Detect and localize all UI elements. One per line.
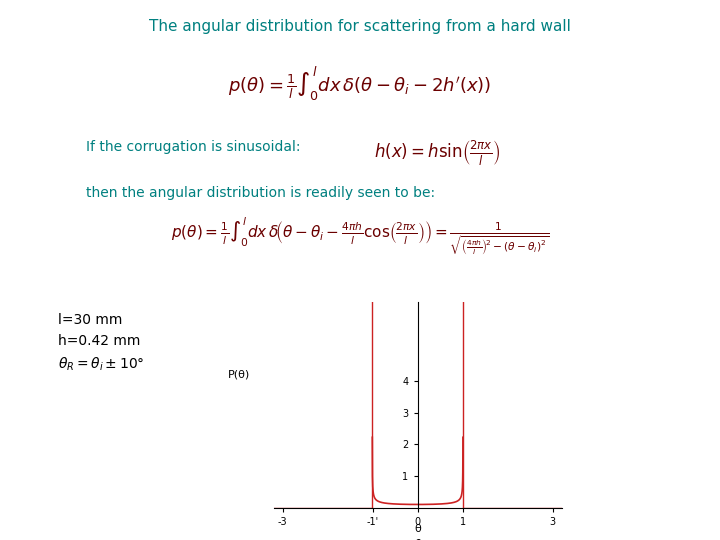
Text: then the angular distribution is readily seen to be:: then the angular distribution is readily… [86,186,436,200]
Text: $p(\theta) = \frac{1}{l}\int_0^l dx\,\delta(\theta - \theta_i - 2h^{\prime}(x))$: $p(\theta) = \frac{1}{l}\int_0^l dx\,\de… [228,65,492,103]
Text: $h(x) = h\sin\!\left(\frac{2\pi x}{l}\right)$: $h(x) = h\sin\!\left(\frac{2\pi x}{l}\ri… [374,138,501,167]
X-axis label: θ: θ [414,524,421,534]
Text: The angular distribution for scattering from a hard wall: The angular distribution for scattering … [149,19,571,34]
Text: l=30 mm
h=0.42 mm
$\theta_R=\theta_i\pm 10°$: l=30 mm h=0.42 mm $\theta_R=\theta_i\pm … [58,313,144,373]
Text: P(θ): P(θ) [228,369,250,379]
Text: $p(\theta)=\frac{1}{l}\int_0^l dx\,\delta\!\left(\theta - \theta_i - \frac{4\pi : $p(\theta)=\frac{1}{l}\int_0^l dx\,\delt… [171,216,549,258]
Text: $\theta$: $\theta$ [413,538,423,540]
Text: If the corrugation is sinusoidal:: If the corrugation is sinusoidal: [86,140,301,154]
